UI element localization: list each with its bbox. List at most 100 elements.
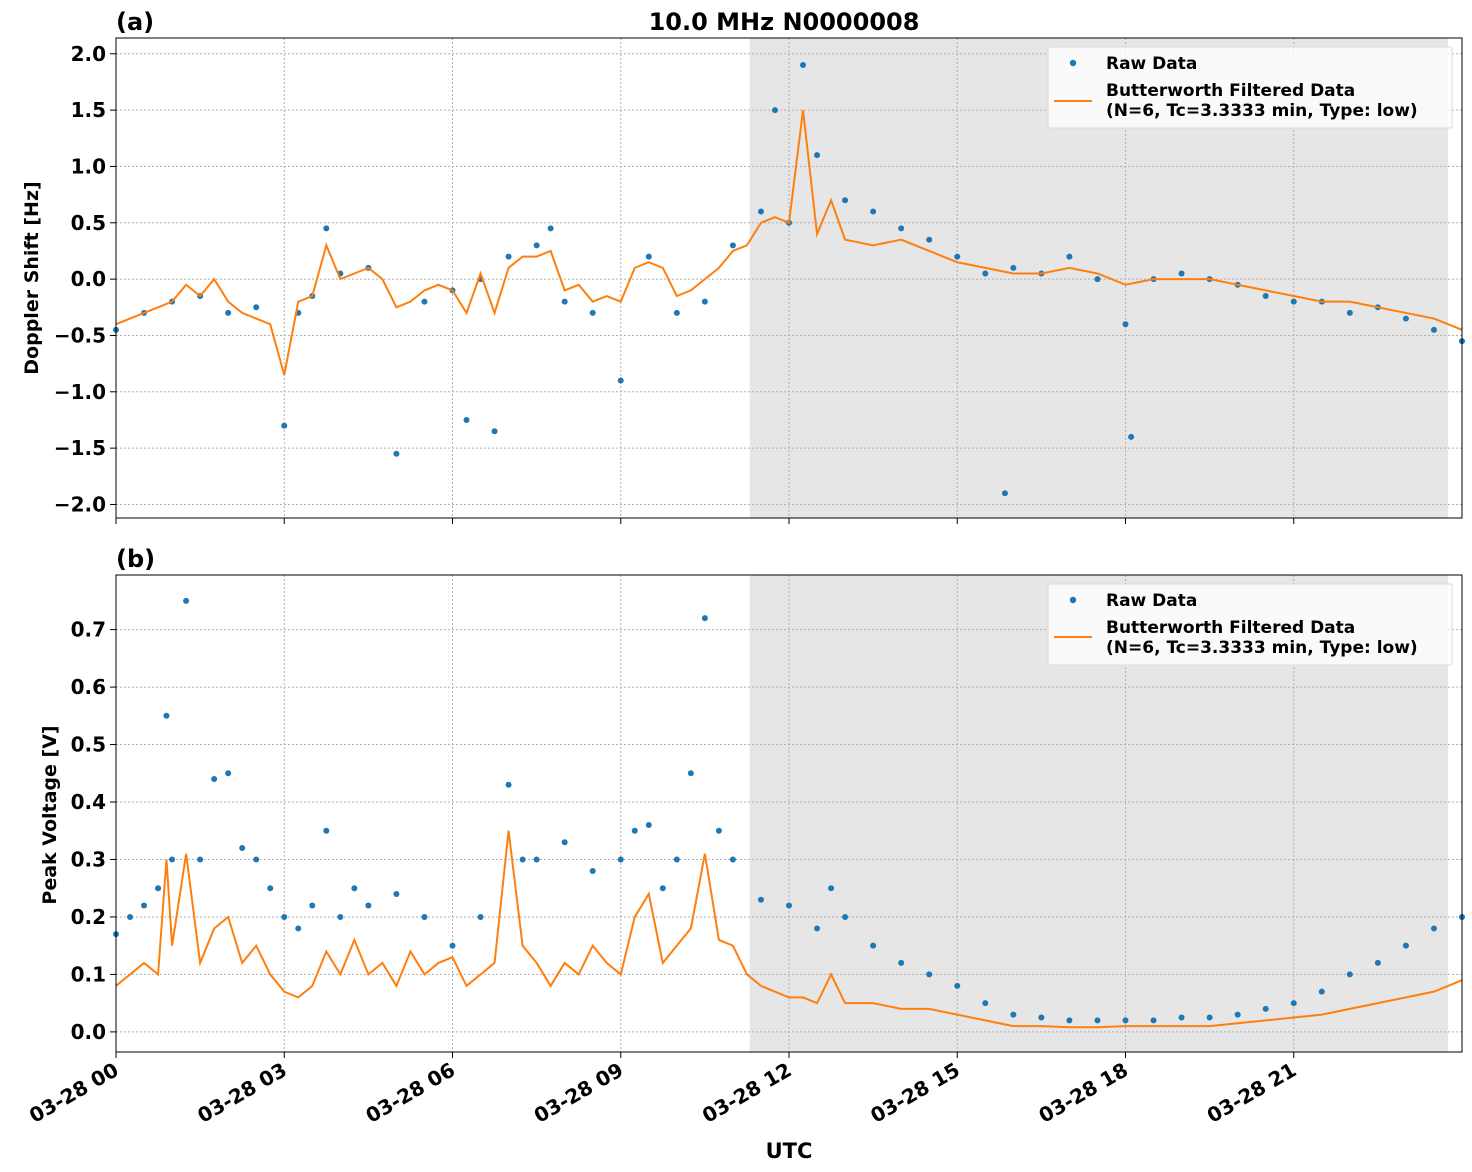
raw-data-point bbox=[1430, 925, 1437, 932]
raw-data-point bbox=[141, 902, 148, 909]
raw-data-point bbox=[1206, 1014, 1213, 1021]
legend-a: Raw Data Butterworth Filtered Data (N=6, … bbox=[1047, 46, 1453, 129]
legend-filtered-line2-a: (N=6, Tc=3.3333 min, Type: low) bbox=[1106, 101, 1418, 121]
raw-data-point bbox=[898, 225, 905, 232]
raw-data-point bbox=[814, 152, 821, 159]
y-tick-label: −2.0 bbox=[54, 492, 106, 516]
y-tick-label: 0.7 bbox=[71, 618, 106, 642]
y-tick-label: 2.0 bbox=[71, 42, 106, 66]
panel-a-doppler: −2.0 −1.5 −1.0 −0.5 0.0 0.5 1.0 1.5 2.0 (a) 10.0… bbox=[21, 8, 1465, 524]
raw-data-point bbox=[477, 913, 484, 920]
grid-b bbox=[115, 575, 1462, 1052]
raw-data-point bbox=[715, 827, 722, 834]
raw-data-point bbox=[1010, 264, 1017, 271]
panel-b-voltage: 0.00.10.20.30.40.50.60.7 03-28 00 03-28 0… bbox=[25, 545, 1465, 1163]
raw-data-point bbox=[561, 839, 568, 846]
legend-filtered-line2-b: (N=6, Tc=3.3333 min, Type: low) bbox=[1106, 638, 1418, 658]
raw-data-point bbox=[800, 62, 807, 69]
raw-data-point bbox=[281, 913, 288, 920]
raw-data-point bbox=[253, 856, 260, 863]
raw-data-point bbox=[926, 971, 933, 978]
x-ticks-a bbox=[115, 518, 1295, 524]
raw-data-point bbox=[982, 1000, 989, 1007]
raw-data-point bbox=[225, 309, 232, 316]
raw-data-point bbox=[814, 925, 821, 932]
y-tick-label: 0.5 bbox=[71, 733, 106, 757]
raw-data-point bbox=[253, 304, 260, 311]
y-tick-label: 0.0 bbox=[71, 1020, 106, 1044]
y-tick-label: 1.0 bbox=[71, 154, 106, 178]
x-tick-label: 03-28 18 bbox=[1034, 1058, 1132, 1128]
raw-data-point bbox=[239, 844, 246, 851]
filtered-data-line-b bbox=[115, 830, 1463, 1029]
raw-data-point bbox=[954, 982, 961, 989]
raw-data-point bbox=[1262, 293, 1269, 300]
raw-data-point bbox=[1290, 298, 1297, 305]
raw-data-point bbox=[323, 225, 330, 232]
raw-data-point bbox=[898, 959, 905, 966]
raw-data-point bbox=[1038, 1014, 1045, 1021]
raw-data-point bbox=[729, 856, 736, 863]
x-tick-label: 03-28 12 bbox=[698, 1058, 796, 1128]
x-ticks-b: 03-28 00 03-28 03 03-28 06 03-28 09 03-28 12… bbox=[25, 1052, 1300, 1128]
x-tick-label: 03-28 21 bbox=[1203, 1058, 1301, 1128]
raw-data-point bbox=[1290, 1000, 1297, 1007]
raw-data-point bbox=[1402, 315, 1409, 322]
raw-data-point bbox=[1066, 1017, 1073, 1024]
raw-data-point bbox=[645, 253, 652, 260]
legend-raw-label-a: Raw Data bbox=[1106, 54, 1197, 74]
raw-data-point bbox=[449, 942, 456, 949]
raw-data-point bbox=[169, 856, 176, 863]
raw-data-point bbox=[393, 450, 400, 457]
panel-label-b: (b) bbox=[116, 545, 155, 573]
raw-data-point bbox=[1178, 1014, 1185, 1021]
raw-data-point bbox=[757, 896, 764, 903]
raw-data-point bbox=[1262, 1005, 1269, 1012]
raw-data-point bbox=[687, 770, 694, 777]
x-axis-label: UTC bbox=[766, 1139, 813, 1163]
legend-raw-marker-a bbox=[1069, 59, 1077, 67]
y-tick-label: 1.5 bbox=[71, 98, 106, 122]
x-tick-label: 03-28 15 bbox=[866, 1058, 964, 1128]
raw-data-point bbox=[309, 902, 316, 909]
y-axis-label-a: Doppler Shift [Hz] bbox=[21, 181, 43, 374]
raw-data-point bbox=[828, 885, 835, 892]
raw-data-point bbox=[323, 827, 330, 834]
raw-data-point bbox=[1122, 1017, 1129, 1024]
raw-data-point bbox=[163, 712, 170, 719]
raw-data-point bbox=[631, 827, 638, 834]
raw-data-point bbox=[1346, 309, 1353, 316]
raw-data-point bbox=[757, 208, 764, 215]
raw-data-point bbox=[1122, 321, 1129, 328]
raw-data-point bbox=[1001, 490, 1008, 497]
raw-data-point bbox=[617, 377, 624, 384]
y-tick-label: 0.4 bbox=[71, 790, 106, 814]
raw-data-point bbox=[1374, 959, 1381, 966]
raw-data-point bbox=[463, 416, 470, 423]
y-tick-label: −1.5 bbox=[54, 436, 106, 460]
raw-data-point bbox=[954, 253, 961, 260]
raw-data-point bbox=[659, 885, 666, 892]
raw-data-point bbox=[1094, 276, 1101, 283]
raw-data-point bbox=[505, 253, 512, 260]
x-tick-label: 03-28 06 bbox=[361, 1058, 459, 1128]
raw-data-point bbox=[645, 821, 652, 828]
raw-data-point bbox=[1318, 988, 1325, 995]
y-tick-label: −0.5 bbox=[54, 323, 106, 347]
y-ticks-a: −2.0 −1.5 −1.0 −0.5 0.0 0.5 1.0 1.5 2.0 bbox=[54, 42, 116, 516]
x-tick-label: 03-28 03 bbox=[193, 1058, 291, 1128]
raw-data-point bbox=[1402, 942, 1409, 949]
raw-data-point bbox=[225, 770, 232, 777]
y-tick-label: 0.3 bbox=[71, 847, 106, 871]
raw-data-point bbox=[393, 890, 400, 897]
raw-data-point bbox=[1346, 971, 1353, 978]
raw-data-point bbox=[842, 913, 849, 920]
raw-data-point bbox=[547, 225, 554, 232]
raw-data-point bbox=[1234, 1011, 1241, 1018]
raw-data-point bbox=[351, 885, 358, 892]
raw-data-point bbox=[982, 270, 989, 277]
raw-data-point bbox=[183, 597, 190, 604]
legend-filtered-label-a: Butterworth Filtered Data (N=6, Tc=3.3333… bbox=[1106, 81, 1418, 121]
raw-data-point bbox=[421, 298, 428, 305]
